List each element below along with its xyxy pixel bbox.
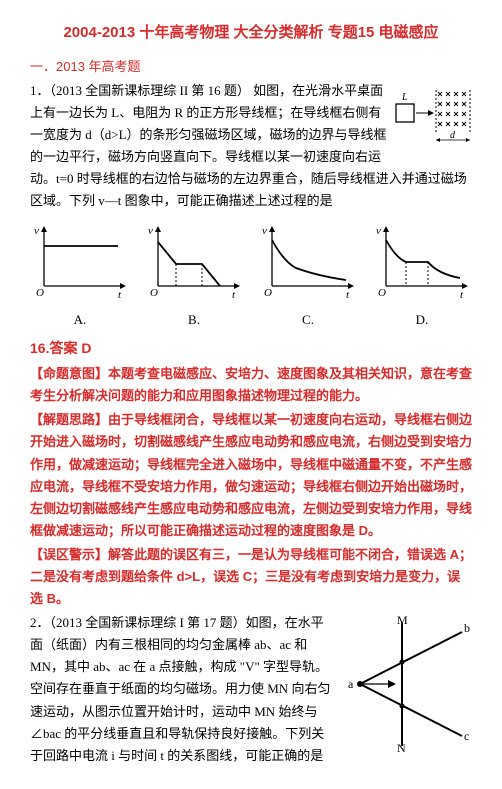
svg-text:t: t	[346, 289, 350, 301]
svg-text:t: t	[232, 289, 236, 301]
svg-text:O: O	[264, 287, 272, 299]
svg-text:O: O	[36, 287, 44, 299]
q1-field-diagram: L d	[394, 82, 472, 146]
svg-text:d: d	[450, 130, 456, 141]
svg-text:L: L	[401, 92, 408, 103]
chart-D: v t O D.	[372, 222, 472, 331]
solution-path: 【解题思路】由于导线框闭合，导线框以某一初速度向右运动，导线框右侧边开始进入磁场…	[30, 409, 472, 542]
svg-text:a: a	[348, 677, 354, 691]
chart-B: v t O B.	[144, 222, 244, 331]
svg-text:b: b	[464, 621, 470, 635]
chart-A: v t O A.	[30, 222, 130, 331]
svg-text:v: v	[376, 225, 381, 237]
svg-text:O: O	[378, 287, 386, 299]
svg-text:v: v	[262, 225, 267, 237]
q2-v-diagram: M N a b c	[342, 614, 472, 754]
solution-warning: 【误区警示】解答此题的误区有三，一是认为导线框可能不闭合，错误选 A；二是没有考…	[30, 544, 472, 610]
svg-text:t: t	[118, 289, 122, 301]
svg-text:t: t	[460, 289, 464, 301]
answer-label: 16.答案 D	[30, 337, 472, 361]
svg-text:v: v	[34, 225, 39, 237]
charts-row: v t O A. v t O B. v t	[30, 222, 472, 331]
svg-text:v: v	[148, 225, 153, 237]
svg-text:N: N	[397, 741, 406, 754]
svg-text:c: c	[464, 729, 469, 743]
svg-text:O: O	[150, 287, 158, 299]
svg-text:M: M	[397, 614, 408, 627]
page-title: 2004-2013 十年高考物理 大全分类解析 专题15 电磁感应	[30, 20, 472, 46]
chart-C: v t O C.	[258, 222, 358, 331]
solution-intent: 【命题意图】本题考查电磁感应、安培力、速度图象及其相关知识，意在考查考生分析解决…	[30, 363, 472, 407]
section-heading: 一．2013 年高考题	[30, 56, 472, 78]
